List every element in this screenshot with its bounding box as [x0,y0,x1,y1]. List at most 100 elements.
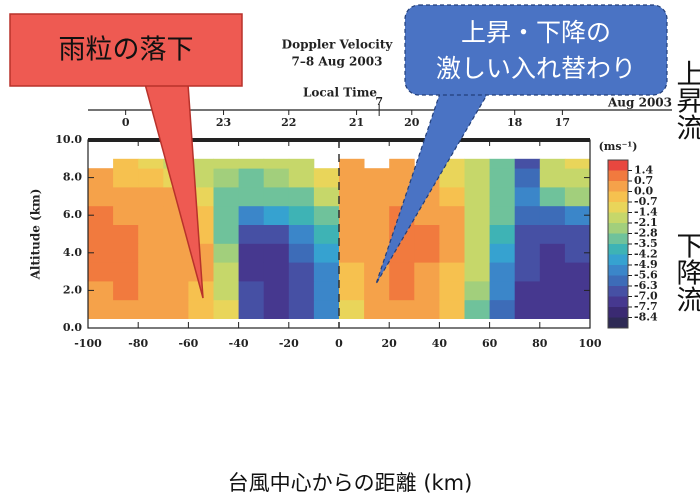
heat-cell [540,168,566,187]
heat-cell [490,300,515,319]
heat-cell [565,262,591,281]
heat-cell [214,243,240,262]
heat-cell [515,159,541,169]
side-label: 上昇流 [672,60,700,141]
heat-cell [264,281,290,300]
heat-cell [214,225,240,244]
heat-cell [88,300,114,319]
heat-cell [314,187,340,206]
heat-cell [540,300,566,319]
x-tick-label: -20 [279,337,299,350]
x-axis-label: 台風中心からの距離 (km) [228,471,473,495]
heat-cell [264,159,290,169]
heat-cell [465,262,491,281]
heat-cell [439,168,465,187]
heat-cell [439,206,465,225]
heat-cell [465,281,491,300]
heat-cell [314,225,340,244]
heat-cell [364,225,390,244]
heat-cell [138,243,164,262]
heat-cell [439,225,465,244]
heat-cell [465,300,491,319]
heat-cell [214,300,240,319]
top-axis-label: Local Time [303,86,377,100]
callout-text: 上昇・下降の [461,18,611,47]
heat-cell [188,300,214,319]
heat-cell [339,262,365,281]
heat-cell [314,243,340,262]
heat-cell [264,206,290,225]
heat-cell [515,281,541,300]
top-tick-label: 23 [216,116,231,129]
heat-cell [339,225,365,244]
heat-cell [289,300,315,319]
top-tick-label: 0 [122,116,130,129]
heat-cell [515,262,541,281]
heat-cell [138,168,164,187]
top-tick-label: 22 [281,116,296,129]
heat-cell [490,225,515,244]
heat-cell [113,262,139,281]
plot: -100-80-60-40-200204060801000.02.04.06.0… [55,95,672,350]
heat-cell [540,281,566,300]
heat-cell [264,262,290,281]
heat-cell [439,262,465,281]
heat-cell [289,281,315,300]
heat-cell [339,168,365,187]
heat-cell [88,187,114,206]
heat-cell [88,225,114,244]
x-tick-label: 40 [432,337,448,350]
heat-cell [264,168,290,187]
top-axis-note: Aug 2003 [607,96,672,110]
heat-cell [439,187,465,206]
heat-cell [364,206,390,225]
heat-cell [339,243,365,262]
colorbar-label: -8.4 [634,311,658,324]
heat-cell [565,187,591,206]
colorbar-block [608,181,628,192]
heat-cell [465,243,491,262]
heat-cell [314,262,340,281]
heat-cell [163,300,189,319]
heat-cell [239,159,265,169]
heat-cell [339,300,365,319]
heat-cell [565,300,591,319]
side-label: 下降流 [672,232,700,313]
heat-cell [239,262,265,281]
heat-cell [289,243,315,262]
heat-cell [540,187,566,206]
heat-cell [264,225,290,244]
heat-cell [314,300,340,319]
x-tick-label: -100 [74,337,102,350]
heat-cell [239,187,265,206]
heat-cell [439,243,465,262]
heat-cell [289,262,315,281]
heat-cell [540,243,566,262]
colorbar-block [608,192,628,203]
heat-cell [113,225,139,244]
colorbar-block [608,244,628,255]
heat-cell [515,168,541,187]
heat-cell [389,300,415,319]
heat-cell [540,262,566,281]
colorbar-block [608,213,628,224]
x-tick-label: -40 [229,337,249,350]
heat-cell [490,243,515,262]
heat-cell [214,187,240,206]
heat-cell [314,281,340,300]
y-tick-label: 10.0 [55,133,82,146]
heat-cell [138,159,164,169]
heat-cell [113,281,139,300]
heat-cell [414,225,440,244]
heat-cell [565,159,591,169]
heat-cell [540,159,566,169]
heat-cell [314,206,340,225]
x-tick-label: 100 [579,337,602,350]
heat-cell [138,262,164,281]
heat-cell [490,262,515,281]
callout-text: 激しい入れ替わり [436,54,636,83]
colorbar-block [608,160,628,171]
x-tick-label: 60 [482,337,498,350]
colorbar-block [608,297,628,308]
x-tick-label: 20 [382,337,398,350]
